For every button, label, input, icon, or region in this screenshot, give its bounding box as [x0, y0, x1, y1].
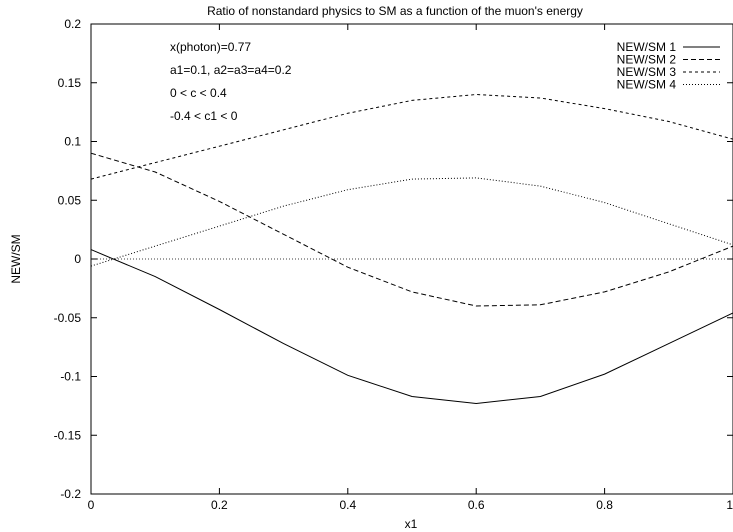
series-lines — [90, 93, 733, 405]
annotation-text: a1=0.1, a2=a3=a4=0.2 — [170, 63, 292, 77]
y-tick-label: 0.15 — [58, 76, 82, 90]
legend-label: NEW/SM 1 — [617, 40, 677, 54]
y-tick-label: -0.1 — [60, 370, 81, 384]
y-axis: -0.2 -0.15 -0.1 -0.05 0 0.05 0.1 0.15 0.2 — [54, 17, 733, 501]
legend-label: NEW/SM 3 — [617, 65, 677, 79]
y-tick-label: -0.2 — [60, 487, 81, 501]
x-tick-label: 0.2 — [211, 498, 228, 512]
chart-title: Ratio of nonstandard physics to SM as a … — [207, 4, 583, 18]
x-tick-label: 0.8 — [596, 498, 613, 512]
x-tick-label: 0.4 — [339, 498, 356, 512]
annotation-text: 0 < c < 0.4 — [170, 86, 227, 100]
x-tick-label: 0 — [88, 498, 95, 512]
y-tick-label: -0.05 — [54, 311, 82, 325]
annotations: x(photon)=0.77 a1=0.1, a2=a3=a4=0.2 0 < c … — [170, 40, 292, 123]
y-tick-label: 0.1 — [64, 135, 81, 149]
legend-label: NEW/SM 2 — [617, 53, 677, 67]
y-tick-label: -0.15 — [54, 428, 82, 442]
legend-label: NEW/SM 4 — [617, 78, 677, 92]
x-tick-label: 1 — [726, 498, 733, 512]
annotation-text: -0.4 < c1 < 0 — [170, 109, 238, 123]
x-tick-label: 0.6 — [468, 498, 485, 512]
series-line-1 — [90, 249, 733, 405]
annotation-text: x(photon)=0.77 — [170, 40, 251, 54]
series-line-4 — [90, 177, 733, 267]
x-axis: 0 0.2 0.4 0.6 0.8 1 — [88, 24, 733, 512]
y-tick-label: 0.2 — [64, 17, 81, 31]
y-axis-label: NEW/SM — [9, 234, 23, 283]
y-tick-label: 0 — [74, 252, 81, 266]
series-line-2 — [90, 152, 733, 307]
x-axis-label: x1 — [405, 517, 418, 531]
y-tick-label: 0.05 — [58, 193, 82, 207]
series-line-3 — [90, 93, 733, 180]
